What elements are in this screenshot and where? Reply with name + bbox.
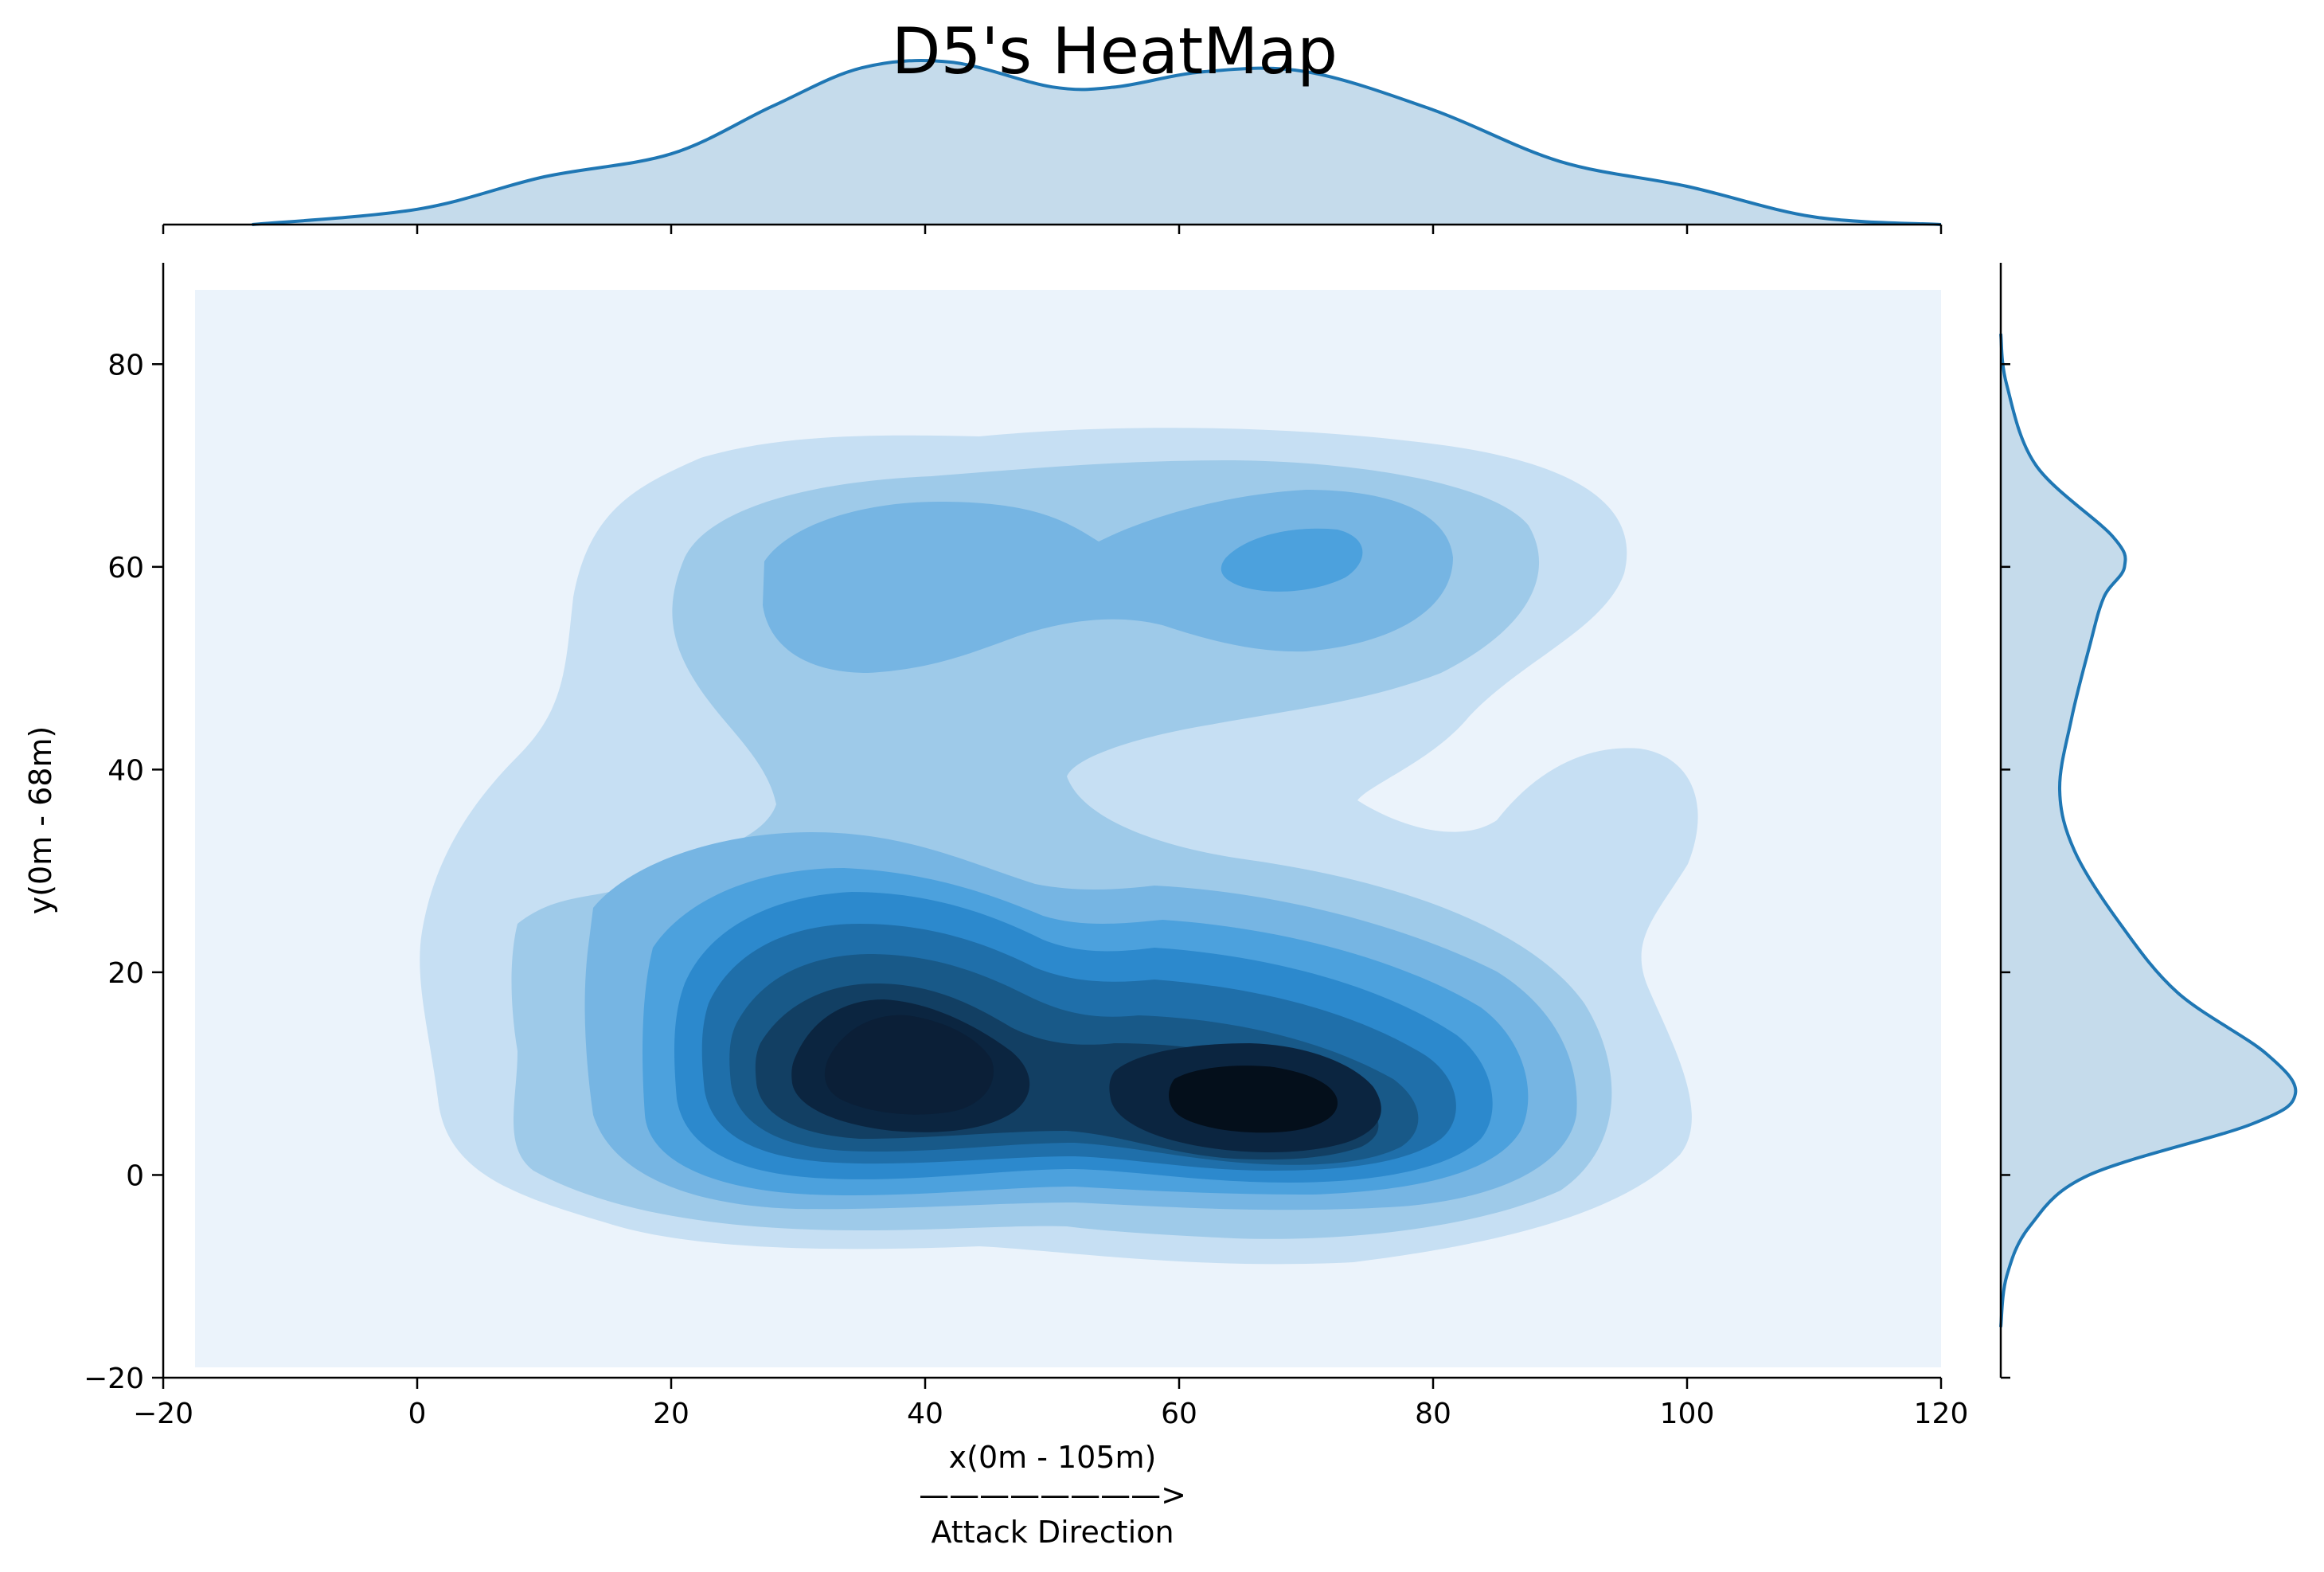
contour-level-10-left xyxy=(824,1015,994,1115)
x-axis-arrow: ————————> xyxy=(919,1477,1186,1512)
marginal-x-density-fill xyxy=(252,61,1942,225)
marginal-x-density-line xyxy=(252,59,1942,226)
density-contours xyxy=(195,290,1941,1367)
y-tick-label: −20 xyxy=(84,1363,144,1395)
marginal-y-ticks xyxy=(2001,363,2010,1379)
y-axis-label: y(0m - 68m) xyxy=(23,726,58,915)
y-tick-label: 60 xyxy=(107,552,144,585)
marginal-y-panel xyxy=(1999,263,2298,1379)
x-axis-label: x(0m - 105m) xyxy=(949,1440,1157,1475)
marginal-x-ticks xyxy=(162,225,1943,234)
chart-title: D5's HeatMap xyxy=(891,14,1338,88)
x-tick-label: 80 xyxy=(1415,1398,1451,1430)
marginal-y-density-line xyxy=(1999,333,2298,1328)
y-tick-label: 20 xyxy=(107,957,144,990)
main-y-ticks: −20 0 20 40 60 80 xyxy=(84,349,163,1395)
y-tick-label: 0 xyxy=(126,1159,144,1192)
x-tick-label: 100 xyxy=(1660,1398,1715,1430)
x-tick-label: −20 xyxy=(133,1398,193,1430)
x-tick-label: 40 xyxy=(907,1398,943,1430)
y-tick-label: 40 xyxy=(107,754,144,787)
x-tick-label: 60 xyxy=(1161,1398,1197,1430)
x-tick-label: 0 xyxy=(408,1398,427,1430)
marginal-y-density-fill xyxy=(2001,334,2296,1328)
marginal-x-panel xyxy=(162,59,1943,234)
contour-level-4-top xyxy=(1221,528,1363,592)
main-plot-panel: −20 0 20 40 60 80 100 120 −20 0 20 40 60 80 x(0m - 1… xyxy=(23,263,1968,1550)
x-tick-label: 120 xyxy=(1914,1398,1969,1430)
x-axis-note: Attack Direction xyxy=(931,1515,1174,1550)
x-tick-label: 20 xyxy=(653,1398,689,1430)
y-tick-label: 80 xyxy=(107,349,144,381)
main-x-ticks: −20 0 20 40 60 80 100 120 xyxy=(133,1378,1968,1430)
contour-level-10-right xyxy=(1169,1066,1338,1133)
